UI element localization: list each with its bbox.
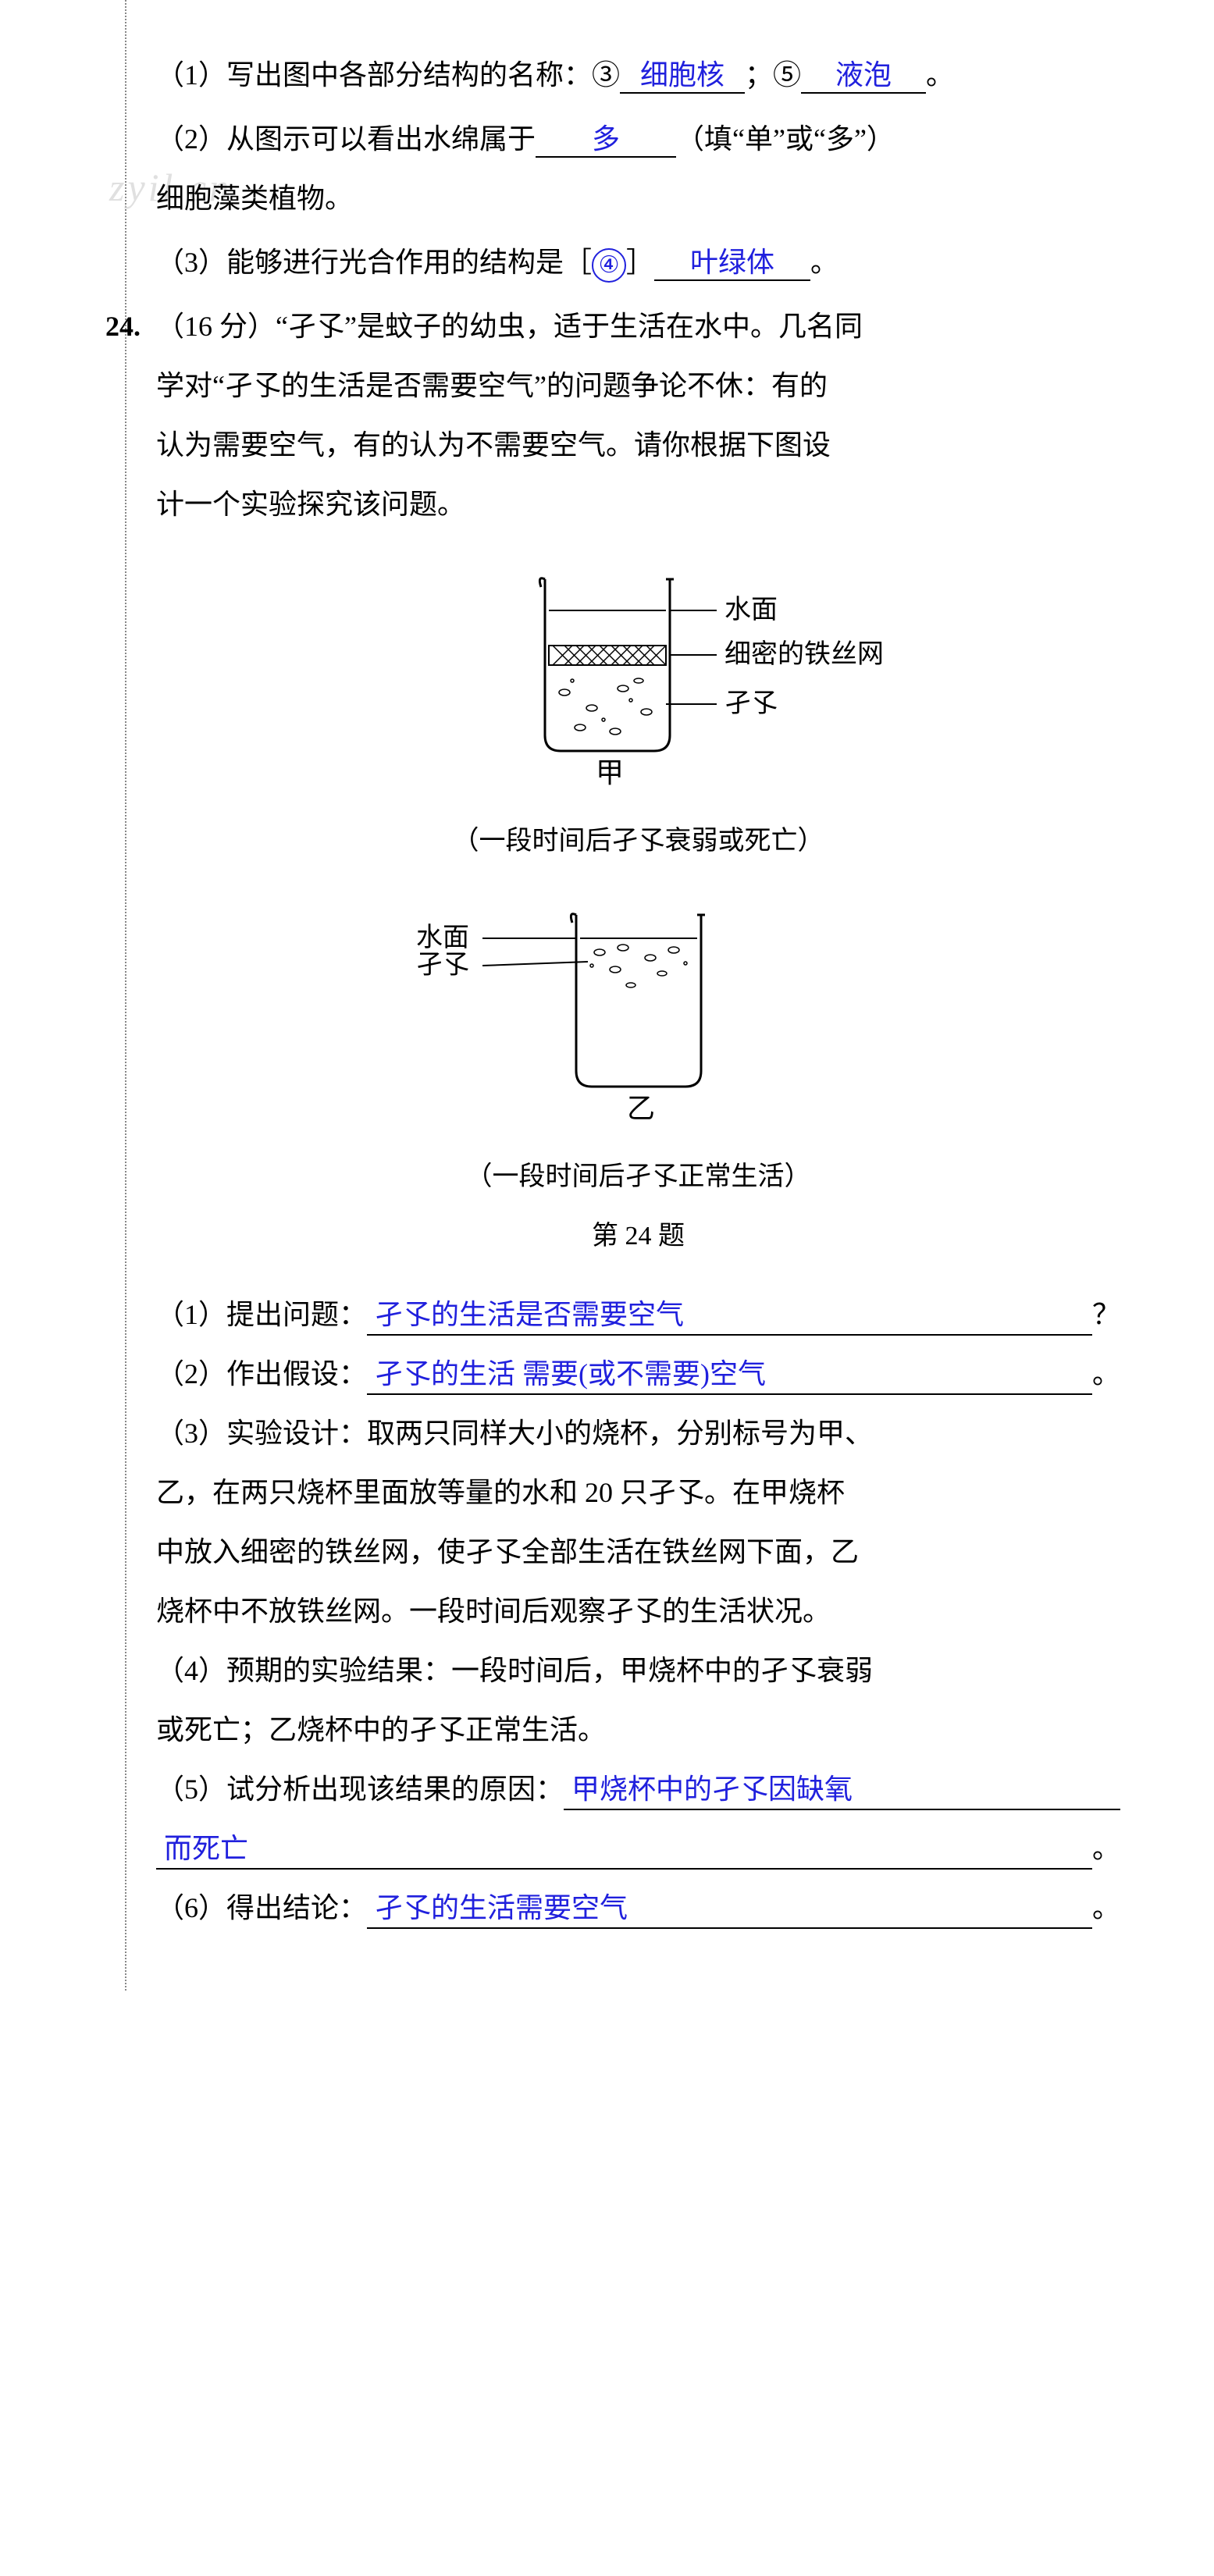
jia-mesh-label: 细密的铁丝网	[724, 639, 884, 669]
q23-s3-a: 叶绿体	[654, 246, 810, 281]
yi-name: 乙	[627, 1093, 655, 1124]
fig-title: 第 24 题	[156, 1210, 1120, 1263]
q24-s6-lbl: （6）得出结论：	[156, 1880, 367, 1936]
q23-sub2: （2）从图示可以看出水绵属于多（填“单”或“多”） 细胞藻类植物。	[156, 111, 1120, 226]
q23-s1-a1: 细胞核	[620, 59, 745, 94]
beaker-jia-diagram: 水面 细密的铁丝网 孑孓 甲 （一段时间后孑孓衰弱或死亡）	[156, 556, 1120, 868]
q24-intro-2: 学对“孑孓的生活是否需要空气”的问题争论不休：有的	[156, 358, 1120, 414]
q23-s3-bracket: ］	[626, 247, 654, 278]
q24-s2-tail: 。	[1092, 1346, 1120, 1402]
q23-s3-prefix: （3）能够进行光合作用的结构是［	[156, 247, 592, 278]
q23-sub1: （1）写出图中各部分结构的名称：③细胞核；⑤液泡。	[156, 47, 1120, 103]
yi-larva-label: 孑孓	[416, 951, 469, 980]
q24-s5-line2: 而死亡 。	[156, 1820, 1120, 1877]
q23-s2-line2: 细胞藻类植物。	[156, 170, 1120, 226]
jia-caption: （一段时间后孑孓衰弱或死亡）	[156, 815, 1120, 868]
q24-s1: （1）提出问题： 孑孓的生活是否需要空气 ？	[156, 1286, 1120, 1343]
q23-s1-suffix: 。	[926, 59, 954, 91]
q24-s2-a: 孑孓的生活 需要(或不需要)空气	[367, 1354, 1092, 1395]
q23-s1-mid: ；⑤	[745, 59, 801, 91]
q23-s3-code: ④	[592, 248, 626, 283]
q23-s1-prefix: （1）写出图中各部分结构的名称：③	[156, 59, 620, 91]
q24-s2: （2）作出假设： 孑孓的生活 需要(或不需要)空气 。	[156, 1346, 1120, 1402]
q24-s6-a: 孑孓的生活需要空气	[367, 1888, 1092, 1929]
q24-s6: （6）得出结论： 孑孓的生活需要空气 。	[156, 1880, 1120, 1936]
q24-s1-lbl: （1）提出问题：	[156, 1286, 367, 1343]
q24-intro-4: 计一个实验探究该问题。	[156, 476, 1120, 532]
beaker-yi-svg: 水面 孑孓 乙	[389, 891, 888, 1126]
q24-intro-1: （16 分）“孑孓”是蚊子的幼虫，适于生活在水中。几名同	[156, 298, 1120, 354]
q24-s5-lbl: （5）试分析出现该结果的原因：	[156, 1761, 564, 1817]
q23-sub3: （3）能够进行光合作用的结构是［④］叶绿体。	[156, 234, 1120, 290]
jia-water-label: 水面	[724, 596, 778, 624]
jia-name: 甲	[596, 757, 624, 788]
q24-s6-tail: 。	[1092, 1880, 1120, 1936]
q24: 24. （16 分）“孑孓”是蚊子的幼虫，适于生活在水中。几名同 学对“孑孓的生…	[156, 298, 1120, 1936]
q24-s3-l3: 中放入细密的铁丝网，使孑孓全部生活在铁丝网下面，乙	[156, 1524, 1120, 1580]
q24-s4-l1: （4）预期的实验结果：一段时间后，甲烧杯中的孑孓衰弱	[156, 1642, 1120, 1699]
beaker-jia-svg: 水面 细密的铁丝网 孑孓 甲	[389, 556, 888, 790]
beaker-yi-diagram: 水面 孑孓 乙 （一段时间后孑孓正常生活） 第 24 题	[156, 891, 1120, 1263]
q24-intro-3: 认为需要空气，有的认为不需要空气。请你根据下图设	[156, 417, 1120, 473]
q24-s5-tail: 。	[1092, 1820, 1120, 1877]
q23-s2-a: 多	[536, 123, 676, 158]
q24-s4-l2: 或死亡；乙烧杯中的孑孓正常生活。	[156, 1702, 1120, 1758]
yi-caption: （一段时间后孑孓正常生活）	[156, 1151, 1120, 1204]
q23-s2-mid: （填“单”或“多”）	[676, 123, 895, 155]
q24-s1-tail: ？	[1092, 1286, 1120, 1343]
q23-s1-a2: 液泡	[801, 59, 926, 94]
q24-s5-a1: 甲烧杯中的孑孓因缺氧	[564, 1770, 1120, 1810]
yi-water-label: 水面	[416, 923, 469, 952]
q24-s3-l1: （3）实验设计：取两只同样大小的烧杯，分别标号为甲、	[156, 1405, 1120, 1461]
q24-s3-l2: 乙，在两只烧杯里面放等量的水和 20 只孑孓。在甲烧杯	[156, 1464, 1120, 1521]
q24-number: 24.	[62, 298, 141, 354]
q24-s3-l4: 烧杯中不放铁丝网。一段时间后观察孑孓的生活状况。	[156, 1583, 1120, 1639]
q24-s1-a: 孑孓的生活是否需要空气	[367, 1295, 1092, 1336]
q23-s2-prefix: （2）从图示可以看出水绵属于	[156, 123, 536, 155]
q24-s5-line1: （5）试分析出现该结果的原因： 甲烧杯中的孑孓因缺氧	[156, 1761, 1120, 1817]
q23-s3-suffix: 。	[810, 247, 838, 278]
jia-larva-label: 孑孓	[724, 689, 778, 718]
q24-s5-a2: 而死亡	[156, 1829, 1092, 1870]
q24-s2-lbl: （2）作出假设：	[156, 1346, 367, 1402]
